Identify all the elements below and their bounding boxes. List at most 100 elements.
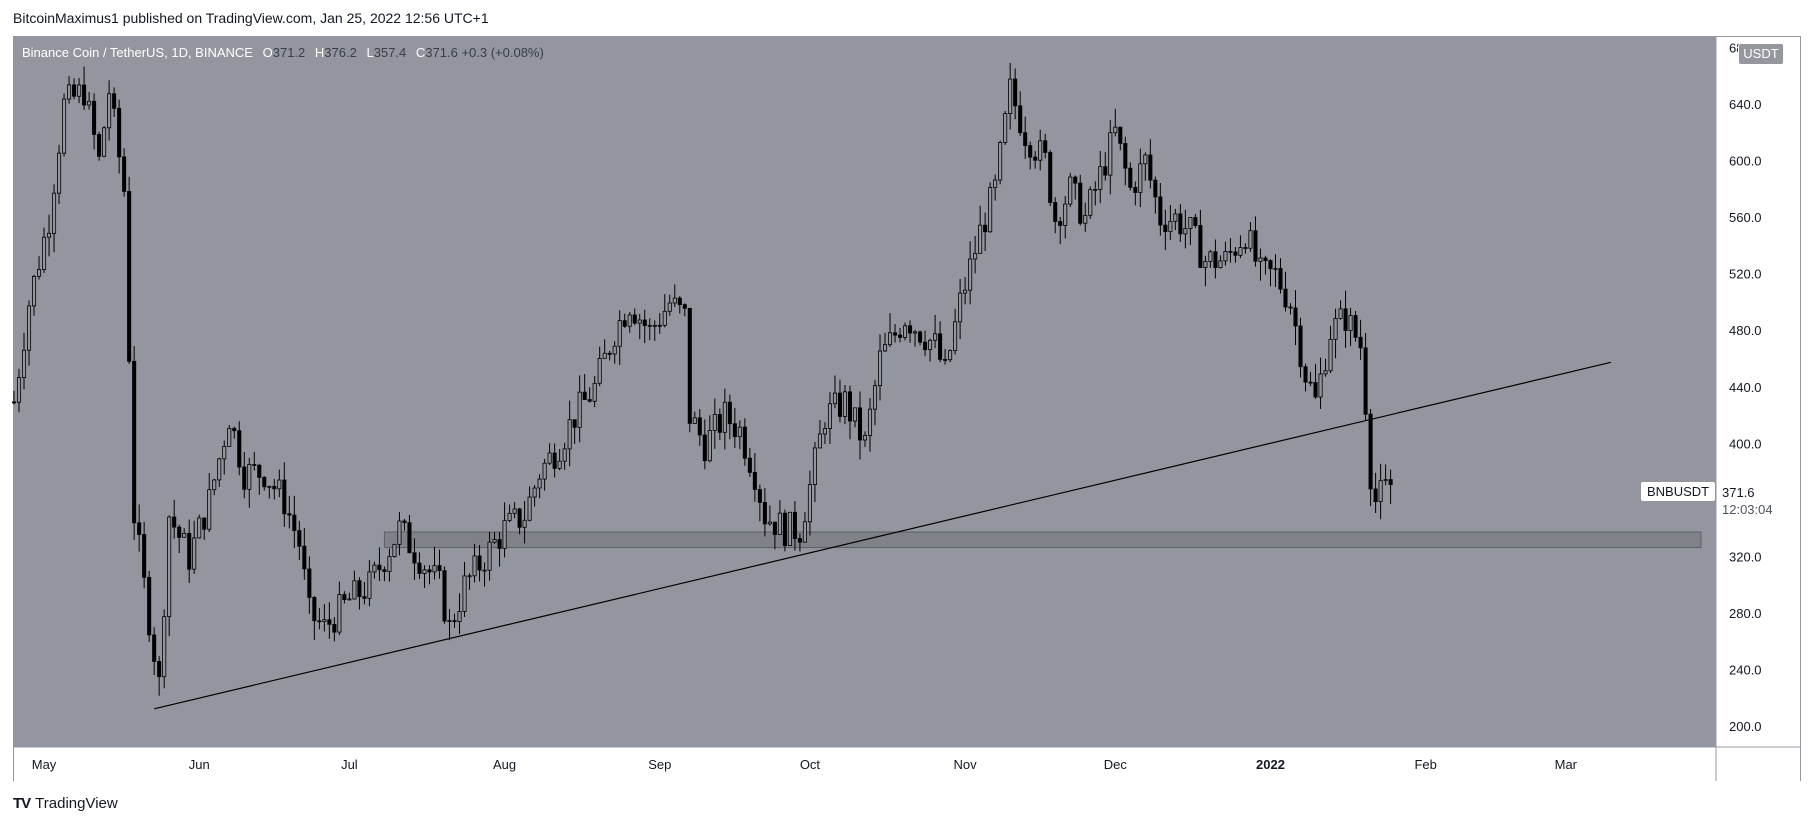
candle[interactable] [727, 394, 732, 440]
candle[interactable] [567, 400, 572, 467]
candle[interactable] [938, 321, 943, 363]
candle[interactable] [602, 339, 607, 359]
candle[interactable] [1248, 221, 1253, 252]
candle[interactable] [757, 484, 762, 522]
candle[interactable] [242, 452, 247, 499]
candle[interactable] [1258, 248, 1263, 281]
candle[interactable] [572, 419, 577, 445]
candle[interactable] [1358, 319, 1363, 360]
candle[interactable] [422, 565, 427, 588]
candle[interactable] [157, 656, 162, 696]
candle[interactable] [742, 418, 747, 466]
candle[interactable] [1353, 310, 1358, 342]
candle[interactable] [827, 392, 832, 444]
candle[interactable] [787, 511, 792, 547]
candle[interactable] [427, 565, 432, 585]
candle[interactable] [1333, 308, 1338, 359]
candle[interactable] [1338, 300, 1343, 320]
candle[interactable] [21, 332, 27, 390]
candle[interactable] [212, 478, 217, 496]
candle[interactable] [1053, 197, 1058, 234]
candle[interactable] [857, 391, 863, 460]
candle[interactable] [457, 593, 462, 634]
candle[interactable] [1003, 110, 1008, 145]
candle[interactable] [702, 419, 707, 470]
candle[interactable] [918, 330, 923, 346]
candle[interactable] [352, 570, 357, 600]
candle[interactable] [1168, 205, 1173, 241]
candle[interactable] [287, 495, 292, 529]
candle[interactable] [152, 627, 157, 676]
candle[interactable] [782, 509, 787, 552]
candle[interactable] [852, 407, 858, 428]
candle[interactable] [923, 330, 928, 357]
candle[interactable] [77, 78, 82, 104]
candle[interactable] [292, 495, 297, 549]
candle[interactable] [948, 349, 953, 363]
candle[interactable] [512, 502, 517, 519]
candle[interactable] [642, 309, 647, 344]
candle[interactable] [592, 375, 597, 408]
candle[interactable] [1213, 239, 1218, 279]
candle[interactable] [1253, 216, 1258, 267]
candle[interactable] [712, 398, 717, 449]
candle[interactable] [968, 241, 973, 305]
candle[interactable] [122, 148, 127, 197]
candle[interactable] [1173, 208, 1178, 231]
candle[interactable] [958, 278, 963, 340]
candle[interactable] [1183, 209, 1188, 249]
candle[interactable] [1098, 150, 1103, 204]
support-zone[interactable] [383, 531, 1702, 549]
candle[interactable] [527, 486, 532, 522]
candle[interactable] [137, 504, 142, 552]
candle[interactable] [327, 602, 332, 639]
candle[interactable] [802, 512, 807, 543]
candle[interactable] [127, 176, 132, 364]
candle[interactable] [542, 458, 547, 491]
candle[interactable] [1228, 238, 1233, 263]
candle[interactable] [472, 543, 477, 583]
candle[interactable] [272, 478, 277, 500]
candle[interactable] [227, 425, 232, 447]
candle[interactable] [417, 552, 422, 579]
candle[interactable] [31, 274, 37, 316]
footer-brand[interactable]: TV TradingView [13, 795, 118, 812]
candle[interactable] [772, 521, 777, 550]
candle[interactable] [817, 420, 822, 449]
candle[interactable] [1233, 247, 1238, 263]
candle[interactable] [392, 543, 397, 558]
candle[interactable] [867, 398, 873, 452]
candle[interactable] [1138, 148, 1143, 208]
candle[interactable] [1268, 259, 1273, 287]
candle[interactable] [928, 338, 933, 362]
candle[interactable] [943, 348, 948, 365]
candle[interactable] [722, 388, 727, 450]
candle[interactable] [397, 511, 402, 556]
candle[interactable] [1078, 174, 1083, 226]
candle[interactable] [1063, 196, 1068, 239]
candle[interactable] [1193, 214, 1198, 228]
candle[interactable] [357, 577, 362, 610]
candle[interactable] [92, 93, 97, 150]
candle[interactable] [232, 426, 237, 439]
candle[interactable] [647, 318, 652, 341]
candle[interactable] [317, 607, 322, 630]
candle[interactable] [1013, 68, 1018, 120]
candle[interactable] [442, 566, 447, 624]
candle[interactable] [1273, 254, 1278, 287]
candle[interactable] [612, 341, 617, 364]
candle[interactable] [42, 227, 47, 273]
candle[interactable] [822, 422, 827, 444]
candle[interactable] [1278, 258, 1283, 294]
candle[interactable] [1018, 91, 1023, 136]
candle[interactable] [467, 573, 472, 590]
candle[interactable] [362, 581, 367, 605]
candle[interactable] [1163, 209, 1168, 250]
candle[interactable] [1153, 176, 1158, 214]
candle[interactable] [11, 390, 17, 405]
candle[interactable] [627, 312, 632, 333]
candle[interactable] [522, 500, 527, 544]
candle[interactable] [1288, 303, 1293, 315]
candle[interactable] [792, 501, 797, 551]
candle[interactable] [172, 499, 177, 539]
